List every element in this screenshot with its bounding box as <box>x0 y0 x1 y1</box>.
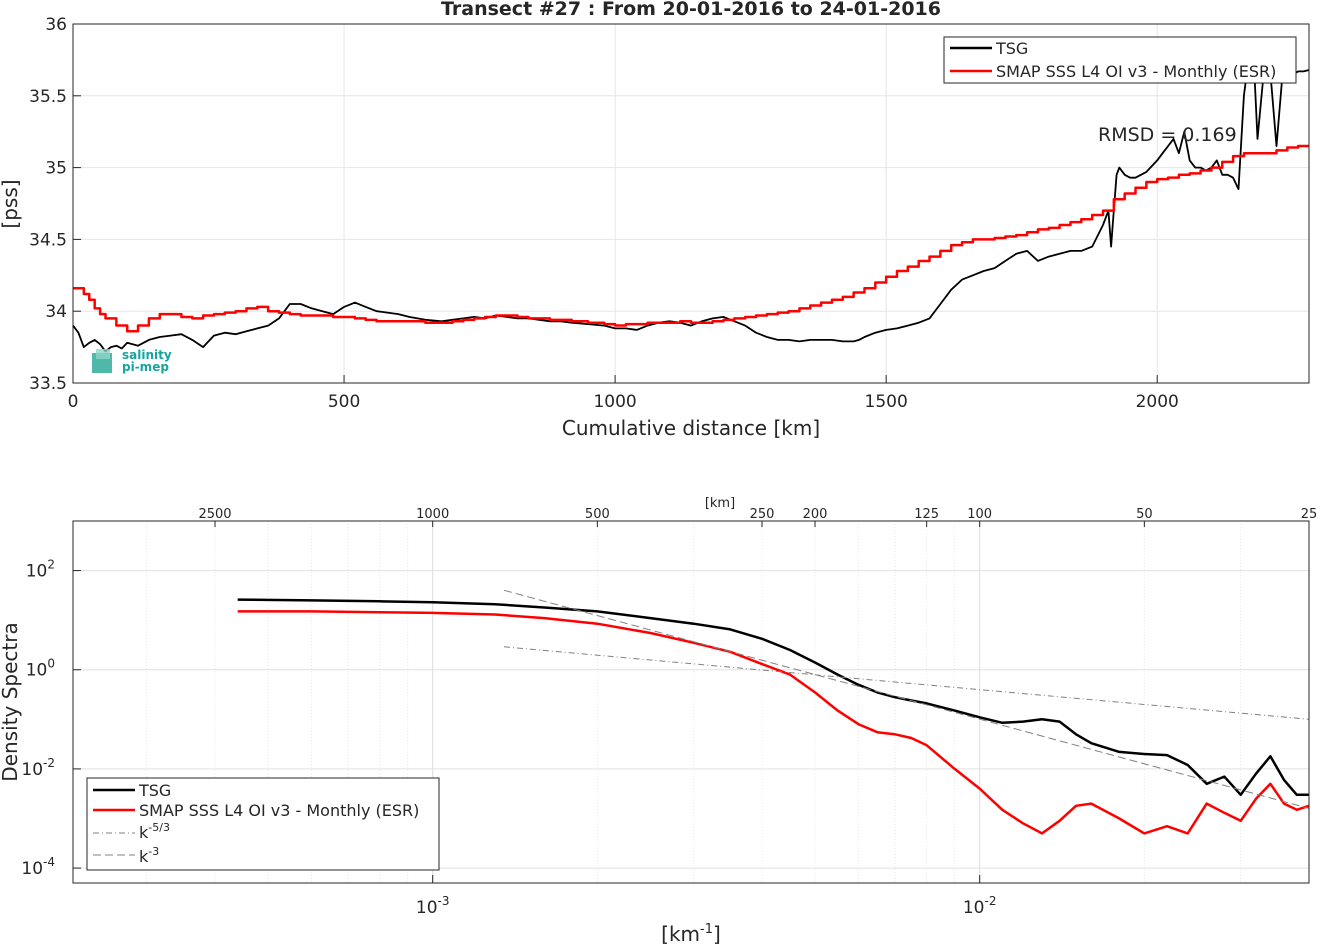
plot-frame-bottom <box>72 520 1310 884</box>
x-tick-label: 1000 <box>593 392 636 412</box>
y-tick-label: 100 <box>26 657 55 681</box>
chart-title: Transect #27 : From 20-01-2016 to 24-01-… <box>441 0 941 20</box>
legend-k53-base: k <box>139 823 149 842</box>
y-tick-label: 102 <box>26 558 55 582</box>
top-tick-label: 50 <box>1136 507 1153 522</box>
legend-bottom-label-k3: k-3 <box>139 845 159 866</box>
top-tick-label: 125 <box>914 507 939 522</box>
legend-top-label-tsg: TSG <box>995 39 1028 58</box>
y-axis-ticks-top: 33.5 34 34.5 35 35.5 36 <box>29 15 81 394</box>
logo-cube-shade <box>96 349 110 359</box>
plot-frame-top <box>72 23 1310 384</box>
y-tick-label: 36 <box>45 15 67 35</box>
y-axis-label-bottom: Density Spectra <box>0 622 22 781</box>
legend-top-label-smap: SMAP SSS L4 OI v3 - Monthly (ESR) <box>996 62 1276 81</box>
top-tick-label: 25 <box>1301 507 1317 522</box>
x-tick-label: 1500 <box>865 392 908 412</box>
y-tick-label: 33.5 <box>29 374 67 394</box>
y-tick-label: 34.5 <box>29 230 67 250</box>
salinity-pi-mep-logo: salinity pi-mep <box>92 348 172 374</box>
logo-text-line2: pi-mep <box>122 360 169 374</box>
x-tick-label: 2000 <box>1136 392 1179 412</box>
legend-bottom: TSG SMAP SSS L4 OI v3 - Monthly (ESR) k-… <box>86 777 440 871</box>
x-axis-ticks-bottom: 10-3 10-2 <box>416 875 997 918</box>
legend-k3-sup: -3 <box>148 845 159 858</box>
series-line-smap-spectrum <box>237 610 1310 835</box>
x-tick-label: 10-2 <box>963 894 997 918</box>
y-tick-label: 10-2 <box>21 756 55 780</box>
top-tick-label: 2500 <box>198 507 231 522</box>
top-tick-label: 250 <box>750 507 775 522</box>
legend-top-box <box>943 36 1297 84</box>
y-axis-label-top: [pss] <box>0 179 22 228</box>
top-tick-label: 500 <box>585 507 610 522</box>
top-tick-label: 1000 <box>416 507 449 522</box>
y-tick-label: 10-4 <box>21 855 55 879</box>
series-group-top <box>72 51 1310 353</box>
series-line-tsg <box>72 51 1310 353</box>
legend-bottom-label-smap: SMAP SSS L4 OI v3 - Monthly (ESR) <box>139 801 419 820</box>
x-axis-ticks-top: 0 500 1000 1500 2000 <box>68 375 1179 412</box>
series-line-smap <box>73 144 1309 333</box>
y-tick-label: 35 <box>45 159 67 179</box>
legend-bottom-label-tsg: TSG <box>138 781 171 800</box>
legend-k3-base: k <box>139 847 149 866</box>
top-axis-ticks-km: 2500 1000 500 250 200 125 100 50 25 <box>198 507 1317 527</box>
top-axis-title-km: [km] <box>705 496 735 511</box>
legend-bottom-label-k53: k-5/3 <box>139 821 170 842</box>
y-axis-ticks-bottom: 10-4 10-2 100 102 <box>21 558 81 879</box>
top-tick-label: 100 <box>967 507 992 522</box>
legend-bottom-box <box>86 777 440 871</box>
y-tick-label: 35.5 <box>29 87 67 107</box>
x-tick-label: 500 <box>328 392 360 412</box>
legend-top: TSG SMAP SSS L4 OI v3 - Monthly (ESR) <box>943 36 1297 84</box>
x-axis-label-bottom: [km-1] <box>661 922 721 946</box>
x-tick-label: 10-3 <box>416 894 450 918</box>
x-axis-label-top: Cumulative distance [km] <box>562 416 820 440</box>
reference-line-k-5-3 <box>503 646 1310 720</box>
salinity-chart: Transect #27 : From 20-01-2016 to 24-01-… <box>0 0 1310 440</box>
series-line-tsg-spectrum <box>237 598 1309 797</box>
reference-line-k-3 <box>503 589 1310 809</box>
legend-k53-sup: -5/3 <box>148 821 170 834</box>
series-group-bottom <box>237 589 1310 835</box>
top-tick-label: 200 <box>803 507 828 522</box>
spectra-chart: 10-3 10-2 10-4 10-2 100 102 2500 1000 500 250 20… <box>0 496 1317 946</box>
x-tick-label: 0 <box>68 392 79 412</box>
y-tick-label: 34 <box>45 302 67 322</box>
logo-text-line1: salinity <box>122 348 172 362</box>
rmsd-annotation: RMSD = 0.169 <box>1098 124 1237 146</box>
